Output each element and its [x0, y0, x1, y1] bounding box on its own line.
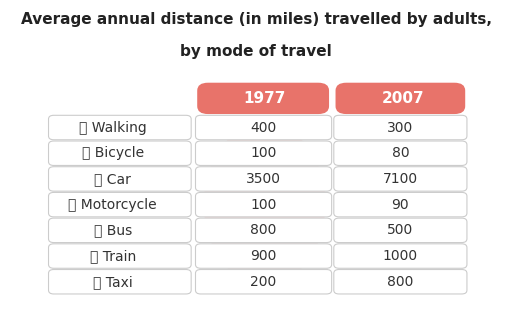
Text: 90: 90 — [392, 198, 409, 211]
Text: 500: 500 — [387, 223, 414, 237]
Text: 2007: 2007 — [381, 91, 424, 106]
FancyBboxPatch shape — [334, 218, 467, 242]
Text: 🚖 Taxi: 🚖 Taxi — [93, 275, 133, 289]
Text: 200: 200 — [250, 275, 276, 289]
FancyBboxPatch shape — [335, 83, 465, 114]
Text: 100: 100 — [250, 198, 277, 211]
FancyBboxPatch shape — [196, 218, 332, 242]
FancyBboxPatch shape — [49, 218, 191, 242]
FancyBboxPatch shape — [49, 244, 191, 268]
Text: Average annual distance (in miles) travelled by adults,: Average annual distance (in miles) trave… — [20, 12, 492, 27]
Text: 900: 900 — [250, 249, 277, 263]
Text: 800: 800 — [387, 275, 414, 289]
Text: 7100: 7100 — [383, 172, 418, 186]
Text: 80: 80 — [392, 146, 409, 160]
FancyBboxPatch shape — [334, 192, 467, 217]
Text: by mode of travel: by mode of travel — [180, 43, 332, 58]
FancyBboxPatch shape — [49, 167, 191, 191]
FancyBboxPatch shape — [334, 167, 467, 191]
FancyBboxPatch shape — [197, 83, 329, 114]
FancyBboxPatch shape — [49, 192, 191, 217]
Text: 400: 400 — [250, 121, 276, 135]
FancyBboxPatch shape — [49, 270, 191, 294]
Text: 100: 100 — [250, 146, 277, 160]
Text: 1000: 1000 — [383, 249, 418, 263]
Text: 🚶 Walking: 🚶 Walking — [79, 121, 146, 135]
Text: 🚴 Bicycle: 🚴 Bicycle — [81, 146, 144, 160]
Text: 🏍 Motorcycle: 🏍 Motorcycle — [69, 198, 157, 211]
FancyBboxPatch shape — [334, 244, 467, 268]
Text: 3500: 3500 — [246, 172, 281, 186]
Ellipse shape — [204, 123, 326, 285]
FancyBboxPatch shape — [49, 115, 191, 140]
FancyBboxPatch shape — [49, 141, 191, 166]
Text: 🚆 Train: 🚆 Train — [90, 249, 136, 263]
FancyBboxPatch shape — [196, 270, 332, 294]
FancyBboxPatch shape — [334, 115, 467, 140]
Text: 🚌 Bus: 🚌 Bus — [94, 223, 132, 237]
Text: 1977: 1977 — [244, 91, 286, 106]
FancyBboxPatch shape — [196, 192, 332, 217]
FancyBboxPatch shape — [196, 167, 332, 191]
FancyBboxPatch shape — [196, 141, 332, 166]
Text: 🚗 Car: 🚗 Car — [94, 172, 131, 186]
Text: 800: 800 — [250, 223, 277, 237]
FancyBboxPatch shape — [196, 244, 332, 268]
FancyBboxPatch shape — [196, 115, 332, 140]
Text: 300: 300 — [387, 121, 414, 135]
FancyBboxPatch shape — [334, 270, 467, 294]
FancyBboxPatch shape — [334, 141, 467, 166]
